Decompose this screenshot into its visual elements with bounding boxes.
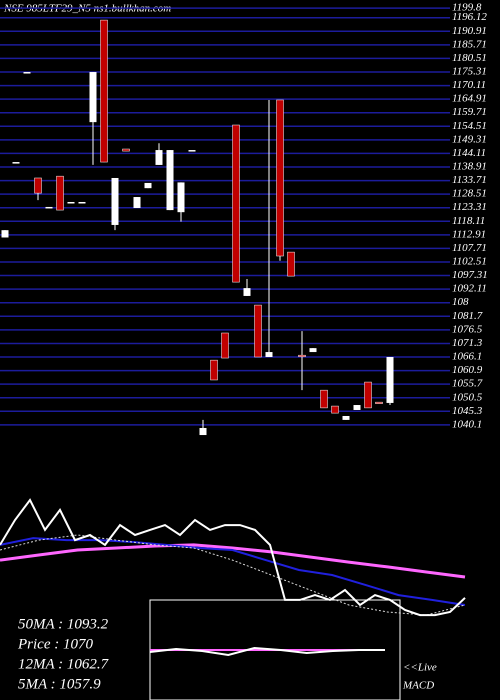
indicator-line (0, 498, 466, 617)
y-tick-label: 1159.71 (452, 106, 487, 118)
candle-body (254, 304, 262, 358)
y-tick-label: 1112.91 (452, 228, 486, 240)
y-tick-label: 1164.91 (452, 93, 487, 105)
y-tick-label: 1190.91 (452, 25, 487, 37)
indicator-line (0, 543, 466, 579)
ma-label: 5MA : 1057.9 (18, 676, 101, 692)
candle-body (100, 19, 108, 163)
candle-body (287, 251, 295, 277)
candle-body (12, 162, 20, 164)
y-tick-label: 1081.7 (452, 310, 483, 322)
y-tick-label: 1149.31 (452, 133, 487, 145)
y-tick-label: 1045.3 (452, 405, 483, 417)
y-tick-label: 1102.51 (452, 256, 487, 268)
candle-body (331, 405, 339, 414)
y-tick-label: 1066.1 (452, 351, 482, 363)
candle-body (353, 405, 361, 410)
y-tick-label: 108 (452, 296, 469, 308)
candle-body (210, 359, 218, 381)
candle-body (67, 201, 75, 204)
candle-body (364, 381, 372, 409)
y-tick-label: 1092.11 (452, 283, 487, 295)
candle-body (232, 124, 240, 283)
ma-label: 50MA : 1093.2 (18, 616, 109, 632)
candle-body (111, 177, 119, 225)
candle-body (23, 72, 31, 74)
indicator-line (0, 534, 466, 616)
y-tick-label: 1170.11 (452, 79, 486, 91)
y-tick-label: 1196.12 (452, 11, 487, 23)
candle-body (386, 357, 394, 403)
y-tick-label: 1138.91 (452, 161, 487, 173)
candle-body (265, 352, 273, 358)
candle-body (56, 175, 64, 211)
y-tick-label: 1180.51 (452, 52, 487, 64)
candle-body (320, 389, 328, 409)
candle-body (144, 182, 152, 189)
candle-body (122, 148, 130, 152)
candle-body (1, 230, 9, 238)
indicator-line (149, 646, 385, 657)
y-tick-label: 1055.7 (452, 378, 483, 390)
macd-label: MACD (402, 680, 434, 692)
y-tick-label: 1076.5 (452, 323, 483, 335)
candle-body (133, 197, 141, 208)
candle-body (89, 72, 97, 123)
y-tick-label: 1128.51 (452, 188, 487, 200)
y-tick-label: 1154.51 (452, 120, 487, 132)
candle-body (78, 201, 86, 204)
y-tick-label: 1071.3 (452, 337, 483, 349)
candle-body (309, 348, 317, 353)
y-tick-label: 1133.71 (452, 174, 487, 186)
y-tick-label: 1199.8 (452, 2, 482, 14)
y-tick-label: 1118.11 (452, 215, 485, 227)
y-tick-label: 1185.71 (452, 38, 487, 50)
y-tick-label: 1050.5 (452, 391, 483, 403)
ma-label: Price : 1070 (17, 636, 93, 652)
candle-body (188, 150, 196, 152)
y-tick-label: 1123.31 (452, 201, 487, 213)
candle-body (298, 354, 306, 357)
y-tick-label: 1060.9 (452, 364, 483, 376)
ma-label: 12MA : 1062.7 (18, 656, 110, 672)
candle-body (221, 332, 229, 359)
y-tick-label: 1175.31 (452, 66, 487, 78)
candle-body (243, 288, 251, 296)
macd-label: <<Live (403, 662, 437, 674)
candle-body (166, 150, 174, 211)
candle-body (375, 401, 383, 404)
candle-body (34, 177, 42, 194)
y-tick-label: 1040.1 (452, 418, 482, 430)
candle-body (276, 99, 284, 257)
candle-body (342, 415, 350, 420)
candle-body (45, 206, 53, 209)
y-tick-label: 1107.71 (452, 242, 487, 254)
candle-body (199, 427, 207, 436)
y-tick-label: 1097.31 (452, 269, 488, 281)
candle-body (155, 150, 163, 165)
y-tick-label: 1144.11 (452, 147, 486, 159)
candle-body (177, 182, 185, 213)
